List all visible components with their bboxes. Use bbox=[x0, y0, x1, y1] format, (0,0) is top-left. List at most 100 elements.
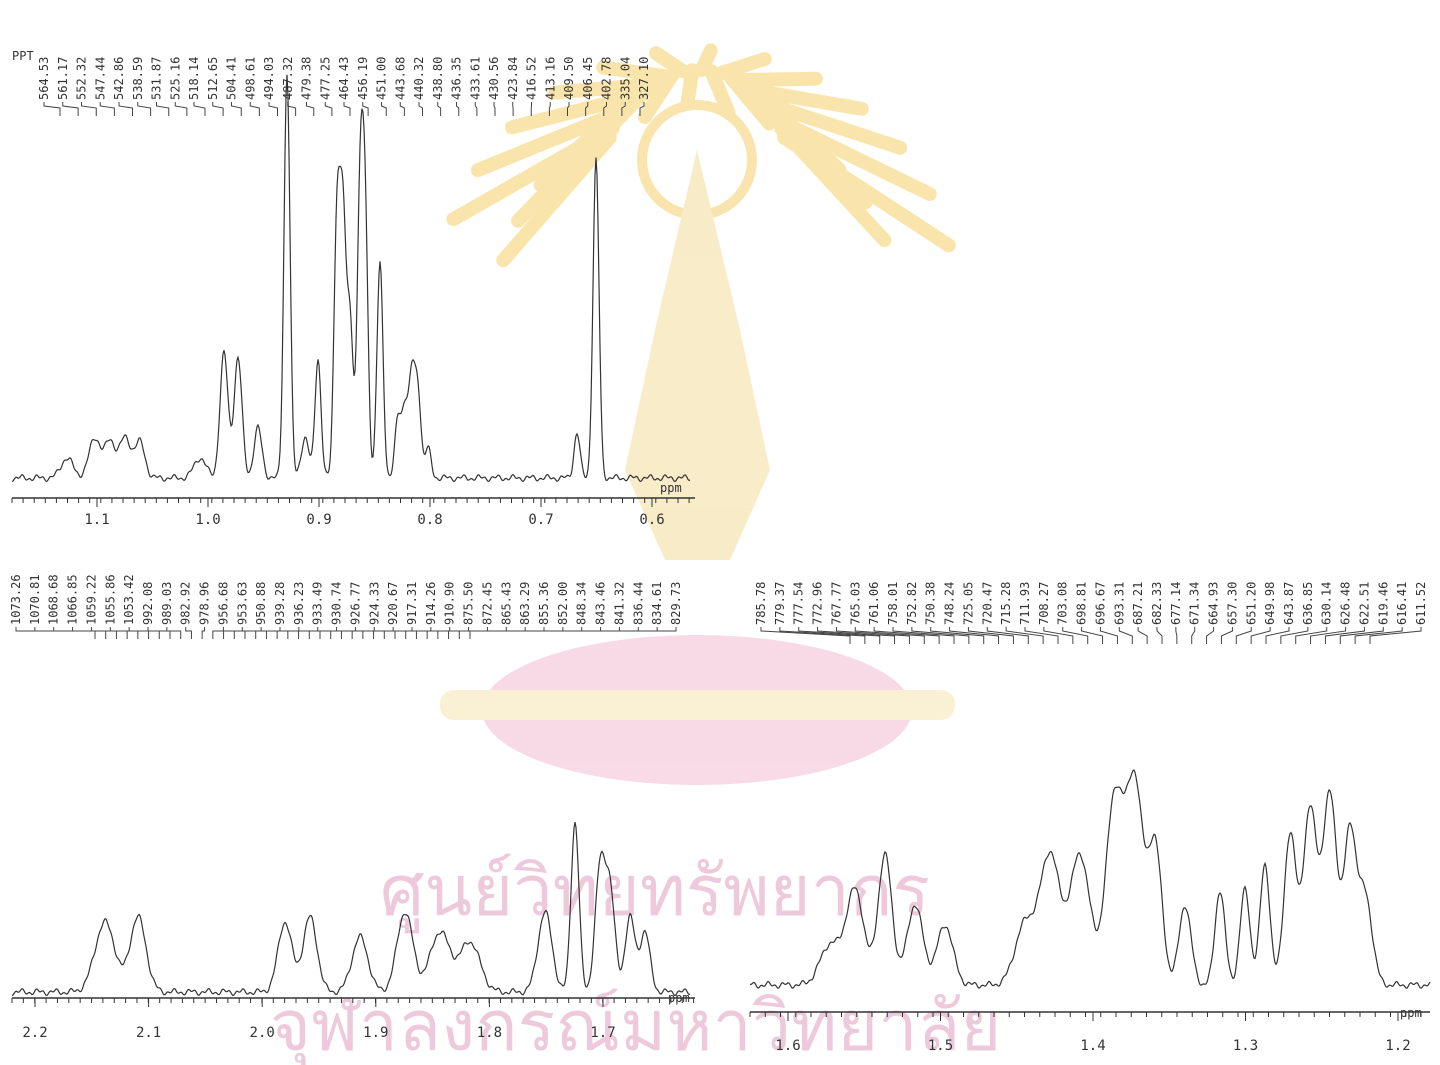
axis-unit: ppm bbox=[668, 991, 690, 1005]
peak-connector bbox=[567, 102, 570, 116]
peak-connector bbox=[287, 627, 356, 639]
peak-connector bbox=[892, 627, 955, 644]
peak-label: 978.96 bbox=[198, 582, 212, 625]
ray bbox=[505, 89, 640, 135]
peak-connector bbox=[156, 102, 170, 116]
peak-connector bbox=[1062, 627, 1089, 644]
peak-label: 616.41 bbox=[1395, 582, 1409, 625]
peak-connector bbox=[621, 102, 626, 116]
peak-label: 703.08 bbox=[1056, 582, 1070, 625]
peak-connector bbox=[249, 102, 260, 116]
peak-connector bbox=[854, 627, 925, 644]
axis-label: 2.1 bbox=[136, 1025, 161, 1041]
peak-label: 1059.22 bbox=[84, 574, 98, 625]
peak-label: 547.44 bbox=[93, 57, 107, 100]
peak-connector bbox=[873, 627, 940, 644]
peak-connector bbox=[1005, 627, 1044, 644]
axis-label: 0.8 bbox=[417, 512, 442, 528]
peak-label: 761.06 bbox=[867, 582, 881, 625]
peak-connector bbox=[233, 627, 262, 639]
peak-connector bbox=[1175, 627, 1178, 644]
peak-connector bbox=[1280, 627, 1309, 644]
peak-label: 1053.42 bbox=[122, 574, 136, 625]
axis-label: 0.7 bbox=[528, 512, 553, 528]
ray bbox=[637, 66, 681, 124]
spectra: 564.53 561.17 552.32 547.44 542.86 538.59 531.… bbox=[9, 57, 1431, 1054]
peak-connector bbox=[1024, 627, 1059, 644]
peak-connector bbox=[835, 627, 910, 644]
peak-label: 682.33 bbox=[1150, 582, 1164, 625]
peak-connector bbox=[585, 102, 589, 116]
ray bbox=[747, 83, 869, 116]
axis-label: 1.2 bbox=[1385, 1038, 1410, 1054]
peak-connector bbox=[469, 627, 677, 639]
peak-connector bbox=[306, 102, 315, 116]
axis-label: 1.0 bbox=[195, 512, 220, 528]
peak-connector bbox=[817, 627, 896, 644]
axis-label: 1.4 bbox=[1080, 1038, 1105, 1054]
peak-label: 409.50 bbox=[562, 57, 576, 100]
peak-connector bbox=[399, 102, 405, 116]
peak-label: 933.49 bbox=[311, 582, 325, 625]
peak-connector bbox=[779, 627, 866, 644]
ray bbox=[777, 130, 956, 253]
peak-connector bbox=[90, 627, 139, 639]
peak-label: 504.41 bbox=[225, 57, 239, 100]
peak-connector bbox=[1310, 627, 1347, 644]
peak-label: 930.74 bbox=[330, 582, 344, 625]
peak-connector bbox=[166, 627, 182, 639]
peak-label: 785.78 bbox=[754, 582, 768, 625]
peak-label: 664.93 bbox=[1207, 582, 1221, 625]
peak-connector bbox=[911, 627, 970, 644]
peak-connector bbox=[351, 627, 470, 639]
peak-label: 872.45 bbox=[480, 582, 494, 625]
peak-label: 451.00 bbox=[375, 57, 389, 100]
peak-label: 464.43 bbox=[337, 57, 351, 100]
peak-connector bbox=[426, 627, 602, 639]
axis-label: 0.6 bbox=[639, 512, 664, 528]
peak-label: 531.87 bbox=[150, 57, 164, 100]
peak-connector bbox=[231, 102, 242, 116]
peak-connector bbox=[1206, 627, 1215, 644]
peak-label: 542.86 bbox=[112, 57, 126, 100]
peak-label: 440.32 bbox=[412, 57, 426, 100]
peak-connector bbox=[381, 102, 387, 116]
spectrum: 1073.26 1070.81 1068.68 1066.85 1059.22 1055.… bbox=[9, 574, 695, 1041]
peak-label: 841.32 bbox=[612, 582, 626, 625]
peak-connector bbox=[244, 627, 281, 639]
peak-connector bbox=[137, 102, 152, 116]
axis-label: 2.0 bbox=[250, 1025, 275, 1041]
ray bbox=[496, 130, 617, 268]
peak-connector bbox=[1265, 627, 1290, 644]
peak-connector bbox=[639, 102, 645, 116]
peak-connector bbox=[603, 102, 607, 116]
peak-label: 433.61 bbox=[468, 57, 482, 100]
peak-connector bbox=[1235, 627, 1252, 644]
ray bbox=[760, 96, 908, 155]
peak-label: 630.14 bbox=[1320, 582, 1334, 625]
peak-connector bbox=[1043, 627, 1074, 644]
ray bbox=[649, 46, 690, 79]
peak-label: 335.04 bbox=[618, 57, 632, 100]
peak-label: 752.82 bbox=[905, 582, 919, 625]
peak-connector bbox=[415, 627, 583, 639]
peak-connector bbox=[405, 627, 564, 639]
peak-label: 525.16 bbox=[168, 57, 182, 100]
peak-connector bbox=[798, 627, 881, 644]
peak-label: 765.03 bbox=[848, 582, 862, 625]
peak-label: 953.63 bbox=[235, 582, 249, 625]
axis-label: 0.9 bbox=[306, 512, 331, 528]
peak-connector bbox=[949, 627, 1000, 644]
peak-connector bbox=[986, 627, 1029, 644]
peak-connector bbox=[343, 102, 351, 116]
peak-label: 456.19 bbox=[356, 57, 370, 100]
ray bbox=[598, 72, 663, 140]
peak-label: 636.85 bbox=[1301, 582, 1315, 625]
axis-label: 2.2 bbox=[22, 1025, 47, 1041]
peak-label: 777.54 bbox=[792, 582, 806, 625]
peak-connector bbox=[62, 102, 79, 116]
peak-label: 494.03 bbox=[262, 57, 276, 100]
ray bbox=[770, 112, 937, 202]
peak-connector bbox=[967, 627, 1014, 644]
